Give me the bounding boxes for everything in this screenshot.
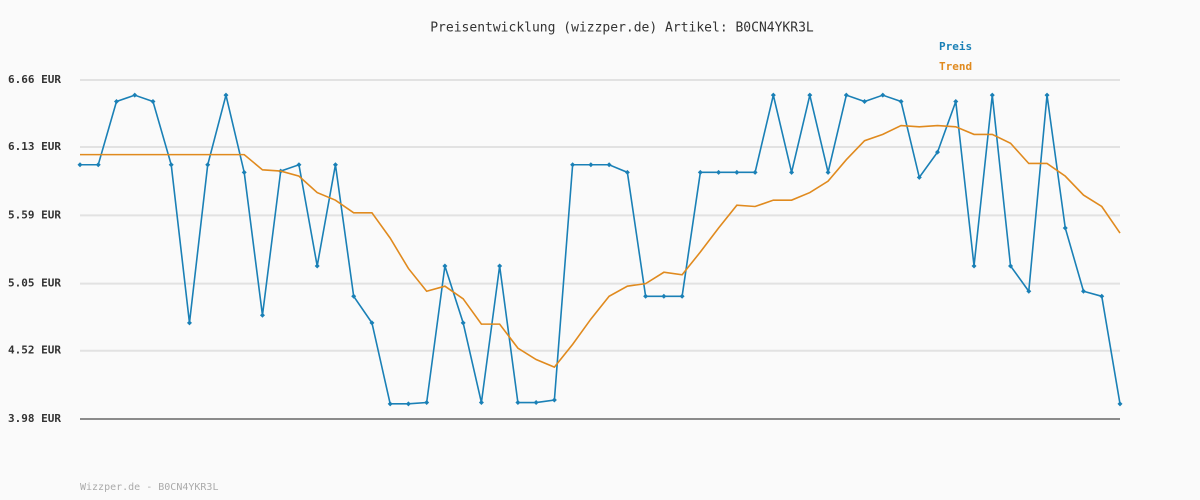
point [752, 169, 758, 175]
point [460, 320, 466, 326]
point [186, 320, 192, 326]
point [789, 169, 795, 175]
point [551, 397, 557, 403]
point [1008, 263, 1014, 269]
point [478, 400, 484, 406]
y-tick-label: 4.52 EUR [8, 344, 61, 357]
point [533, 400, 539, 406]
point [1062, 225, 1068, 231]
point [132, 92, 138, 98]
point [570, 162, 576, 168]
point [332, 162, 338, 168]
point [424, 400, 430, 406]
point [898, 99, 904, 105]
point [259, 312, 265, 318]
point [770, 92, 776, 98]
point [606, 162, 612, 168]
point [515, 400, 521, 406]
point [405, 401, 411, 407]
point [1117, 401, 1123, 407]
series-line [80, 124, 1121, 369]
point [953, 99, 959, 105]
point [497, 263, 503, 269]
y-tick-label: 3.98 EUR [8, 412, 61, 425]
y-tick-label: 6.66 EUR [8, 73, 61, 86]
point [1081, 288, 1087, 294]
point [205, 162, 211, 168]
point [935, 149, 941, 155]
point [880, 92, 886, 98]
point [807, 92, 813, 98]
point [716, 169, 722, 175]
point [150, 99, 156, 105]
point [1099, 293, 1105, 299]
point [989, 92, 995, 98]
point [971, 263, 977, 269]
point [679, 293, 685, 299]
point [697, 169, 703, 175]
point [168, 162, 174, 168]
point [241, 169, 247, 175]
point [296, 162, 302, 168]
y-tick-label: 6.13 EUR [8, 140, 61, 153]
point [351, 293, 357, 299]
point [624, 169, 630, 175]
point [77, 162, 83, 168]
y-tick-label: 5.59 EUR [8, 208, 61, 221]
point [369, 320, 375, 326]
point [661, 293, 667, 299]
point [314, 263, 320, 269]
point [1044, 92, 1050, 98]
point [113, 99, 119, 105]
series-line [80, 94, 1121, 405]
y-tick-label: 5.05 EUR [8, 277, 61, 290]
point [825, 169, 831, 175]
point [643, 293, 649, 299]
footer: Wizzper.de - B0CN4YKR3L [80, 482, 218, 493]
point [843, 92, 849, 98]
point [588, 162, 594, 168]
point [223, 92, 229, 98]
point [862, 99, 868, 105]
point [1026, 288, 1032, 294]
legend-entry: Preis [939, 40, 972, 53]
chart-title: Preisentwicklung (wizzper.de) Artikel: B… [430, 21, 814, 36]
point [916, 174, 922, 180]
point [95, 162, 101, 168]
point [442, 263, 448, 269]
legend-entry: Trend [939, 60, 972, 73]
point [387, 401, 393, 407]
point [734, 169, 740, 175]
